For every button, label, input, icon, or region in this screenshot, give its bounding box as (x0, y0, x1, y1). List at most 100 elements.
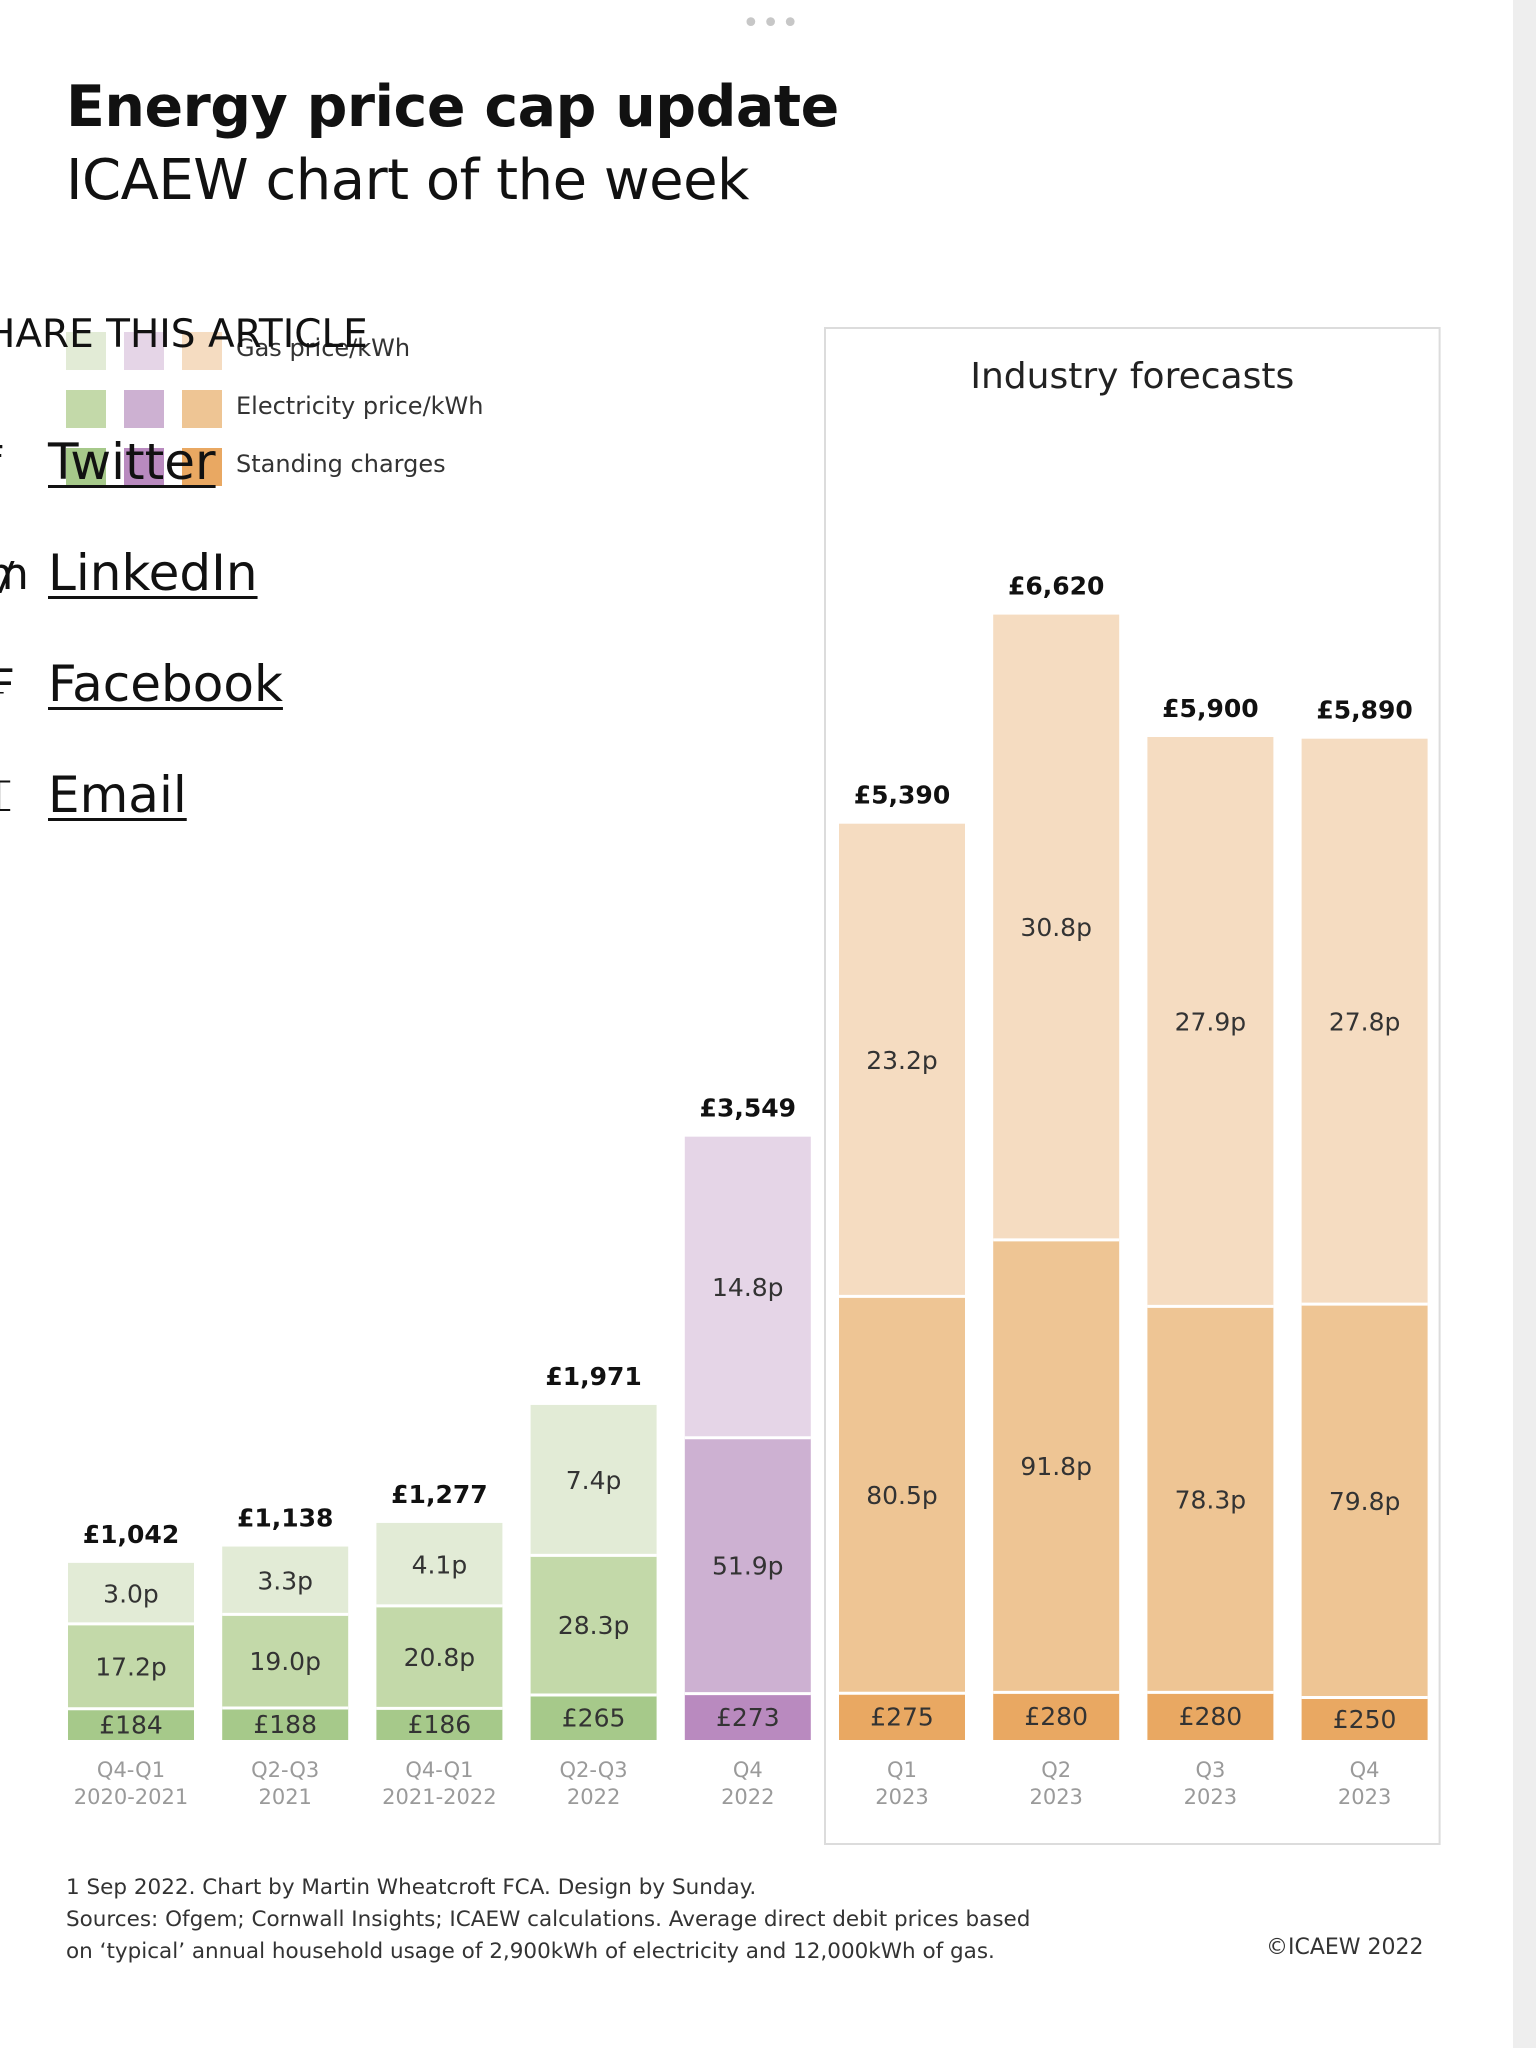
gas-price-label: 27.9p (1175, 1008, 1247, 1037)
bar-segment-standing-charge (530, 1694, 657, 1740)
x-tick-label: Q4-Q1 (405, 1758, 473, 1782)
bar-segment-gas (376, 1522, 503, 1606)
x-tick-label: 2021-2022 (382, 1785, 496, 1809)
bar-segment-electricity (1147, 1306, 1274, 1693)
x-tick-label: Q3 (1195, 1758, 1225, 1782)
x-tick-label: Q2-Q3 (560, 1758, 628, 1782)
bar-total-label: £5,390 (854, 781, 950, 810)
share-heading: HARE THIS ARTICLE (0, 312, 368, 357)
footnote-line: Sources: Ofgem; Cornwall Insights; ICAEW… (66, 1907, 1031, 1932)
legend-label: Gas price/kWh (236, 334, 410, 362)
x-tick-label: 2022 (721, 1785, 774, 1809)
x-tick-label: 2023 (1184, 1785, 1237, 1809)
standing-charge-label: £265 (562, 1703, 626, 1732)
standing-charge-label: £188 (253, 1710, 317, 1739)
bar-total-label: £1,277 (391, 1480, 487, 1509)
legend-swatch (66, 448, 106, 486)
bar-segment-gas (1301, 738, 1428, 1305)
bar-segment-gas (68, 1562, 194, 1624)
bar-total-label: £1,138 (237, 1504, 333, 1533)
legend-swatch (66, 332, 106, 370)
gas-price-label: 14.8p (712, 1273, 784, 1302)
legend-swatch (124, 390, 164, 428)
bar-segment-electricity (839, 1296, 965, 1694)
x-tick-label: Q4-Q1 (97, 1758, 165, 1782)
standing-charge-label: £280 (1179, 1702, 1243, 1731)
bar-segment-electricity (1301, 1304, 1428, 1698)
x-tick-label: Q4 (733, 1758, 763, 1782)
standing-charge-label: £250 (1333, 1705, 1397, 1734)
x-tick-label: Q2 (1041, 1758, 1071, 1782)
gas-price-label: 3.0p (103, 1579, 159, 1608)
bar-segment-standing-charge (376, 1708, 503, 1740)
gas-price-label: 23.2p (866, 1046, 938, 1075)
bar-total-label: £3,549 (700, 1094, 796, 1123)
legend-swatch (182, 332, 222, 370)
gas-price-label: 30.8p (1020, 913, 1092, 942)
standing-charge-label: £280 (1024, 1702, 1088, 1731)
forecast-box-title: Industry forecasts (970, 356, 1294, 397)
chart-subtitle: ICAEW chart of the week (66, 148, 749, 213)
bar-segment-electricity (68, 1623, 194, 1709)
gas-price-label: 7.4p (566, 1466, 622, 1495)
bar-segment-electricity (376, 1605, 503, 1709)
bar-total-label: £5,890 (1316, 696, 1412, 725)
more-options-dots[interactable]: ••• (742, 6, 802, 41)
x-tick-label: Q2-Q3 (251, 1758, 319, 1782)
bar-segment-gas (1147, 737, 1274, 1307)
gas-price-label: 3.3p (257, 1566, 313, 1595)
bar-total-label: £6,620 (1008, 572, 1104, 601)
twitter-icon: ƒ (0, 440, 2, 488)
share-panel: HARE THIS ARTICLE ƒ Twitter ₥ LinkedIn ₣… (0, 0, 560, 860)
copyright-notice: ©ICAEW 2022 (1266, 1935, 1424, 1960)
standing-charge-label: £184 (99, 1710, 163, 1739)
standing-charge-label: £275 (870, 1703, 934, 1732)
electricity-price-label: 51.9p (712, 1552, 784, 1581)
gas-price-label: 4.1p (412, 1550, 468, 1579)
gas-price-label: 27.8p (1329, 1007, 1401, 1036)
bar-segment-gas (839, 823, 965, 1297)
legend-swatch (124, 332, 164, 370)
legend-label: Standing charges (236, 450, 446, 478)
x-tick-label: 2022 (567, 1785, 620, 1809)
x-tick-label: 2023 (1029, 1785, 1082, 1809)
bar-segment-standing-charge (839, 1693, 965, 1740)
bar-total-label: £1,971 (545, 1362, 641, 1391)
bar-segment-electricity (684, 1437, 811, 1694)
electricity-price-label: 17.2p (95, 1652, 167, 1681)
chart-title: Energy price cap update (66, 74, 839, 140)
footnote-line: on ‘typical’ annual household usage of 2… (66, 1939, 995, 1964)
scrollbar-track[interactable] (1513, 0, 1536, 2048)
legend-swatch (182, 448, 222, 486)
electricity-price-label: 79.8p (1329, 1487, 1401, 1516)
bar-segment-standing-charge (68, 1708, 194, 1740)
bar-total-label: £5,900 (1162, 694, 1258, 723)
x-tick-label: 2021 (258, 1785, 311, 1809)
standing-charge-label: £273 (716, 1703, 780, 1732)
bar-segment-standing-charge (222, 1708, 349, 1740)
electricity-price-label: 28.3p (558, 1611, 630, 1640)
facebook-icon: ₣ (0, 662, 14, 710)
electricity-price-label: 20.8p (404, 1643, 476, 1672)
x-tick-label: 2020-2021 (74, 1785, 188, 1809)
x-tick-label: Q4 (1350, 1758, 1380, 1782)
bar-segment-standing-charge (993, 1692, 1120, 1740)
chart-footnote: 1 Sep 2022. Chart by Martin Wheatcroft F… (66, 1872, 1030, 1968)
legend-swatch (182, 390, 222, 428)
linkedin-icon: ₥ (0, 549, 29, 600)
x-tick-label: Q1 (887, 1758, 917, 1782)
bar-segment-gas (684, 1136, 811, 1438)
x-tick-label: 2023 (875, 1785, 928, 1809)
share-link-label: Facebook (48, 655, 283, 713)
electricity-price-label: 19.0p (249, 1647, 321, 1676)
electricity-price-label: 78.3p (1175, 1485, 1247, 1514)
bar-segment-electricity (530, 1555, 657, 1695)
share-link-label: Email (48, 766, 187, 824)
bar-segment-standing-charge (1147, 1692, 1274, 1740)
share-link-label: LinkedIn (48, 544, 258, 602)
bar-segment-electricity (222, 1614, 349, 1709)
bar-segment-gas (530, 1404, 657, 1556)
bar-segment-gas (993, 614, 1120, 1240)
legend-swatch (66, 390, 106, 428)
standing-charge-label: £186 (408, 1710, 472, 1739)
